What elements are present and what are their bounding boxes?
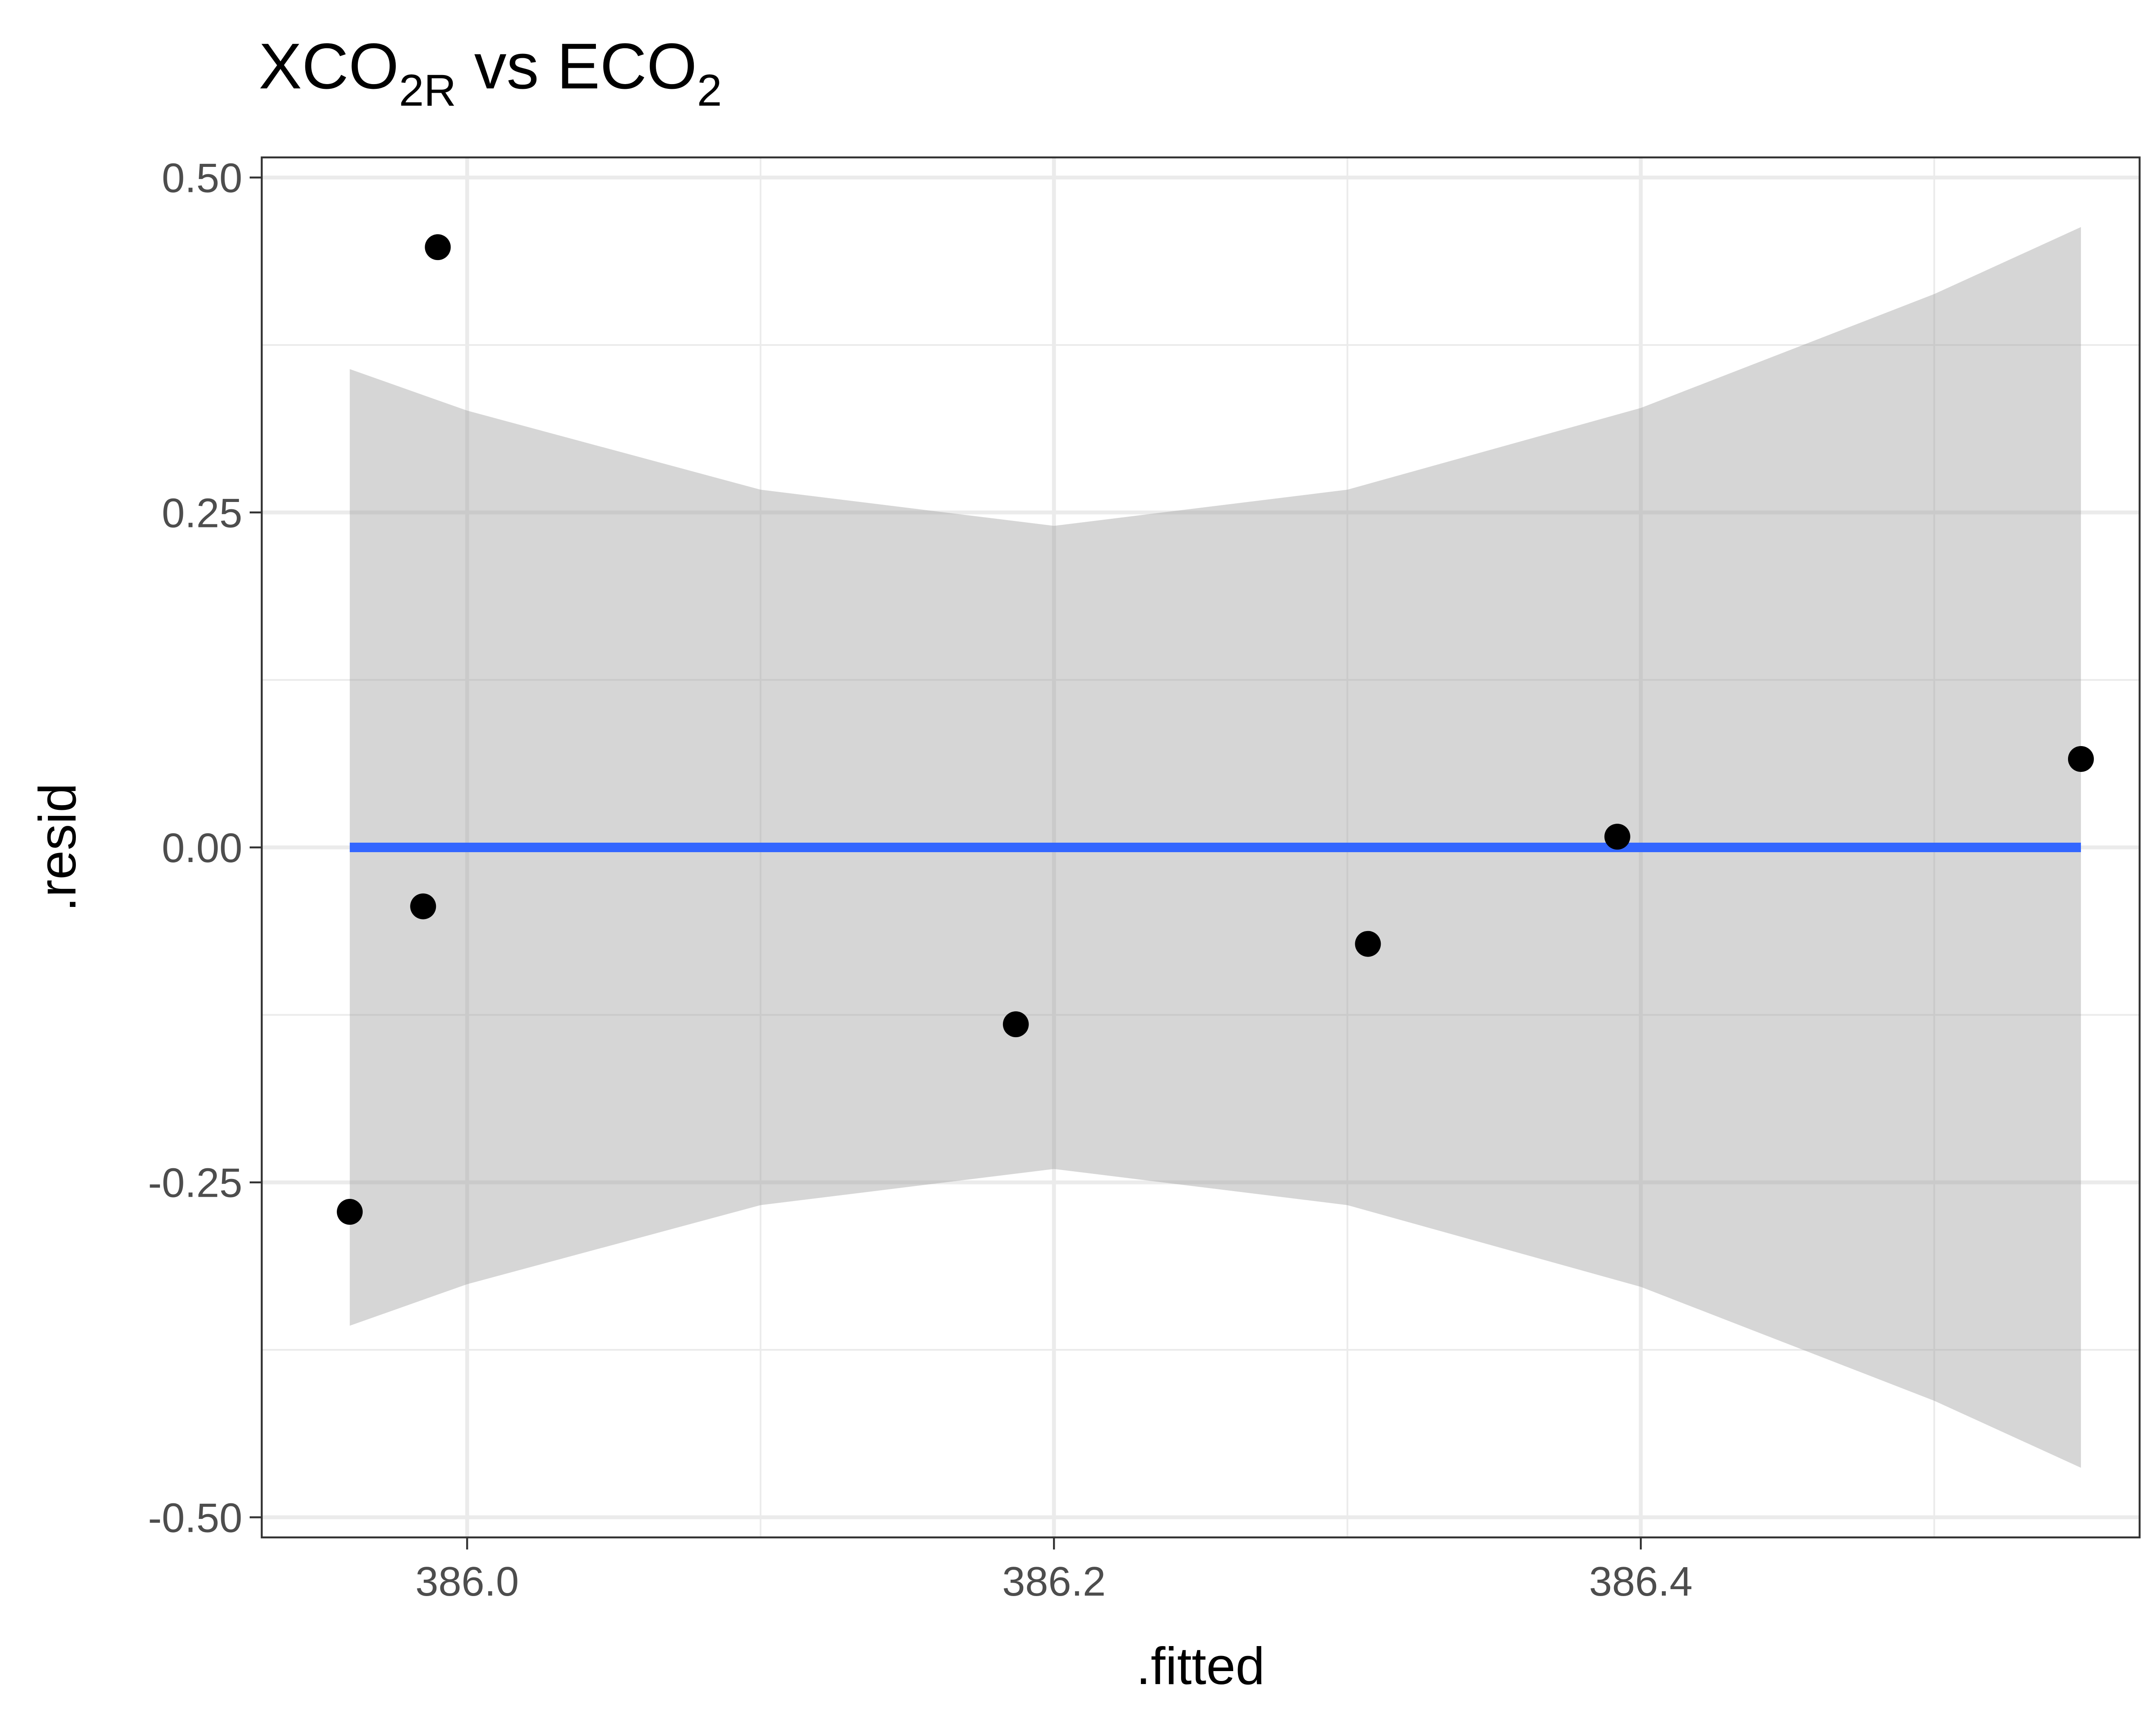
data-point <box>1003 1011 1029 1038</box>
data-points <box>337 234 2094 1225</box>
data-point <box>2068 746 2094 772</box>
title-part: 2 <box>697 66 722 116</box>
y-tick-label: 0.50 <box>162 155 242 201</box>
title-part: vs ECO <box>456 30 697 102</box>
x-tick-label: 386.0 <box>415 1559 519 1605</box>
chart-title: XCO2R vs ECO2 <box>259 30 722 116</box>
data-point <box>425 234 451 260</box>
x-tick-label: 386.2 <box>1002 1559 1106 1605</box>
x-tick-label: 386.4 <box>1589 1559 1692 1605</box>
data-point <box>410 893 436 919</box>
x-axis-title: .fitted <box>1136 1637 1265 1695</box>
y-tick-label: -0.50 <box>148 1495 242 1541</box>
title-part: 2R <box>399 66 456 116</box>
y-axis-title: .resid <box>28 783 87 912</box>
data-point <box>1355 931 1381 957</box>
data-point <box>337 1199 363 1225</box>
y-tick-label: 0.00 <box>162 825 242 871</box>
data-point <box>1604 824 1630 850</box>
y-tick-label: 0.25 <box>162 490 242 536</box>
title-part: XCO <box>259 30 399 102</box>
y-tick-label: -0.25 <box>148 1160 242 1206</box>
y-axis: -0.50 -0.25 0.00 0.25 0.50 <box>148 155 262 1541</box>
x-axis: 386.0 386.2 386.4 <box>415 1537 1692 1605</box>
